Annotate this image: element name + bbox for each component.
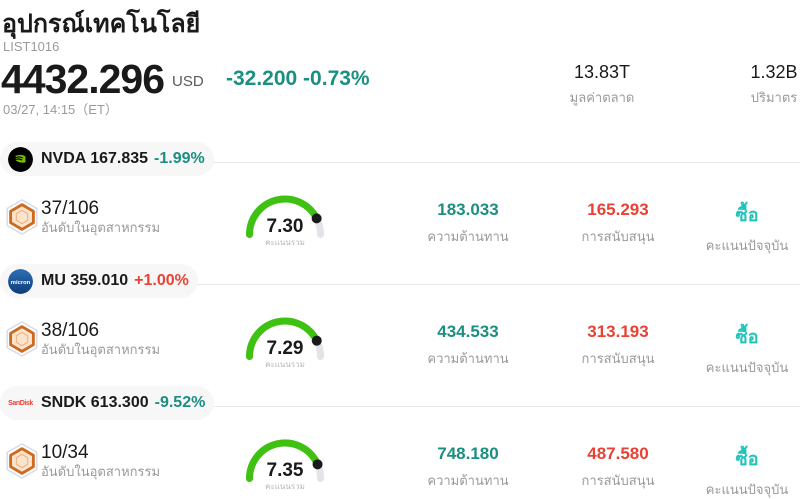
svg-text:micron: micron (11, 280, 31, 286)
